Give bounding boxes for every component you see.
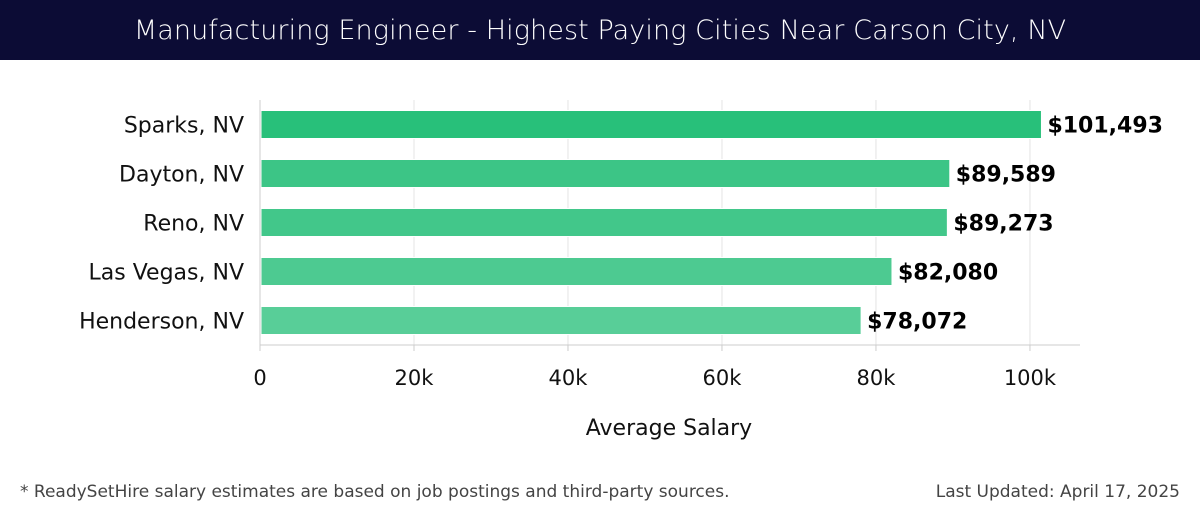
x-tick-label: 60k (703, 366, 743, 390)
bar (260, 306, 862, 335)
bar-chart: 0 20k 40k 60k 80k 100k Sparks, NV $101,493 Dayto… (79, 100, 1163, 441)
category-label: Henderson, NV (79, 310, 244, 335)
bar (260, 159, 951, 188)
labels: 0 20k 40k 60k 80k 100k Sparks, NV $101,493 Dayto… (79, 114, 1163, 391)
axes (259, 100, 1080, 351)
chart-title: Manufacturing Engineer - Highest Paying … (0, 0, 1200, 60)
bar (260, 257, 893, 286)
x-tick-label: 40k (549, 366, 589, 390)
category-label: Dayton, NV (119, 163, 244, 188)
bar (260, 208, 948, 237)
x-tick-label: 20k (395, 366, 435, 390)
value-label: $89,273 (953, 212, 1053, 237)
category-label: Reno, NV (143, 212, 244, 237)
value-label: $78,072 (867, 310, 967, 335)
value-label: $82,080 (898, 261, 998, 286)
category-label: Las Vegas, NV (89, 261, 244, 286)
last-updated: Last Updated: April 17, 2025 (935, 482, 1180, 502)
x-tick-label: 100k (1004, 366, 1057, 390)
category-label: Sparks, NV (124, 114, 244, 139)
x-tick-label: 80k (857, 366, 897, 390)
bar (260, 110, 1042, 139)
value-label: $89,589 (956, 163, 1056, 188)
x-tick-label: 0 (253, 366, 266, 390)
footnote: * ReadySetHire salary estimates are base… (20, 482, 730, 502)
value-label: $101,493 (1047, 114, 1163, 139)
bars (260, 110, 1042, 335)
x-axis-title: Average Salary (586, 416, 752, 441)
